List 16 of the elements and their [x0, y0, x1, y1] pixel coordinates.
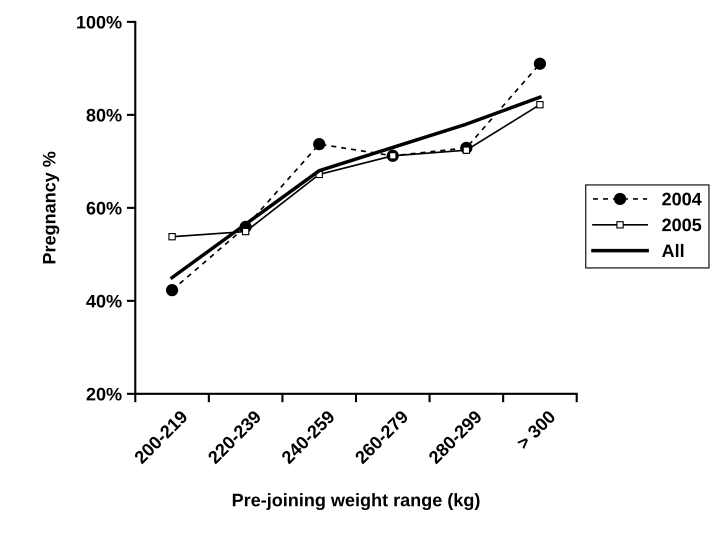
point	[168, 233, 176, 240]
point	[313, 138, 326, 150]
y-axis-title: Pregnancy %	[42, 152, 60, 264]
y-tick-label: 60%	[86, 202, 122, 215]
legend-label: 2004	[662, 192, 702, 206]
y-tick-label: 40%	[86, 294, 122, 308]
y-tick-label: 80%	[86, 108, 122, 122]
y-tick-label: 20%	[86, 388, 122, 401]
legend-label: All	[662, 244, 684, 257]
x-axis-title: Pre-joining weight range (kg)	[232, 493, 480, 510]
y-tick-label: 100%	[77, 16, 122, 29]
point	[536, 100, 544, 108]
x-tick-label: > 300	[516, 410, 556, 450]
point	[534, 58, 546, 70]
point	[166, 284, 178, 296]
legend-label: 2005	[662, 218, 702, 232]
